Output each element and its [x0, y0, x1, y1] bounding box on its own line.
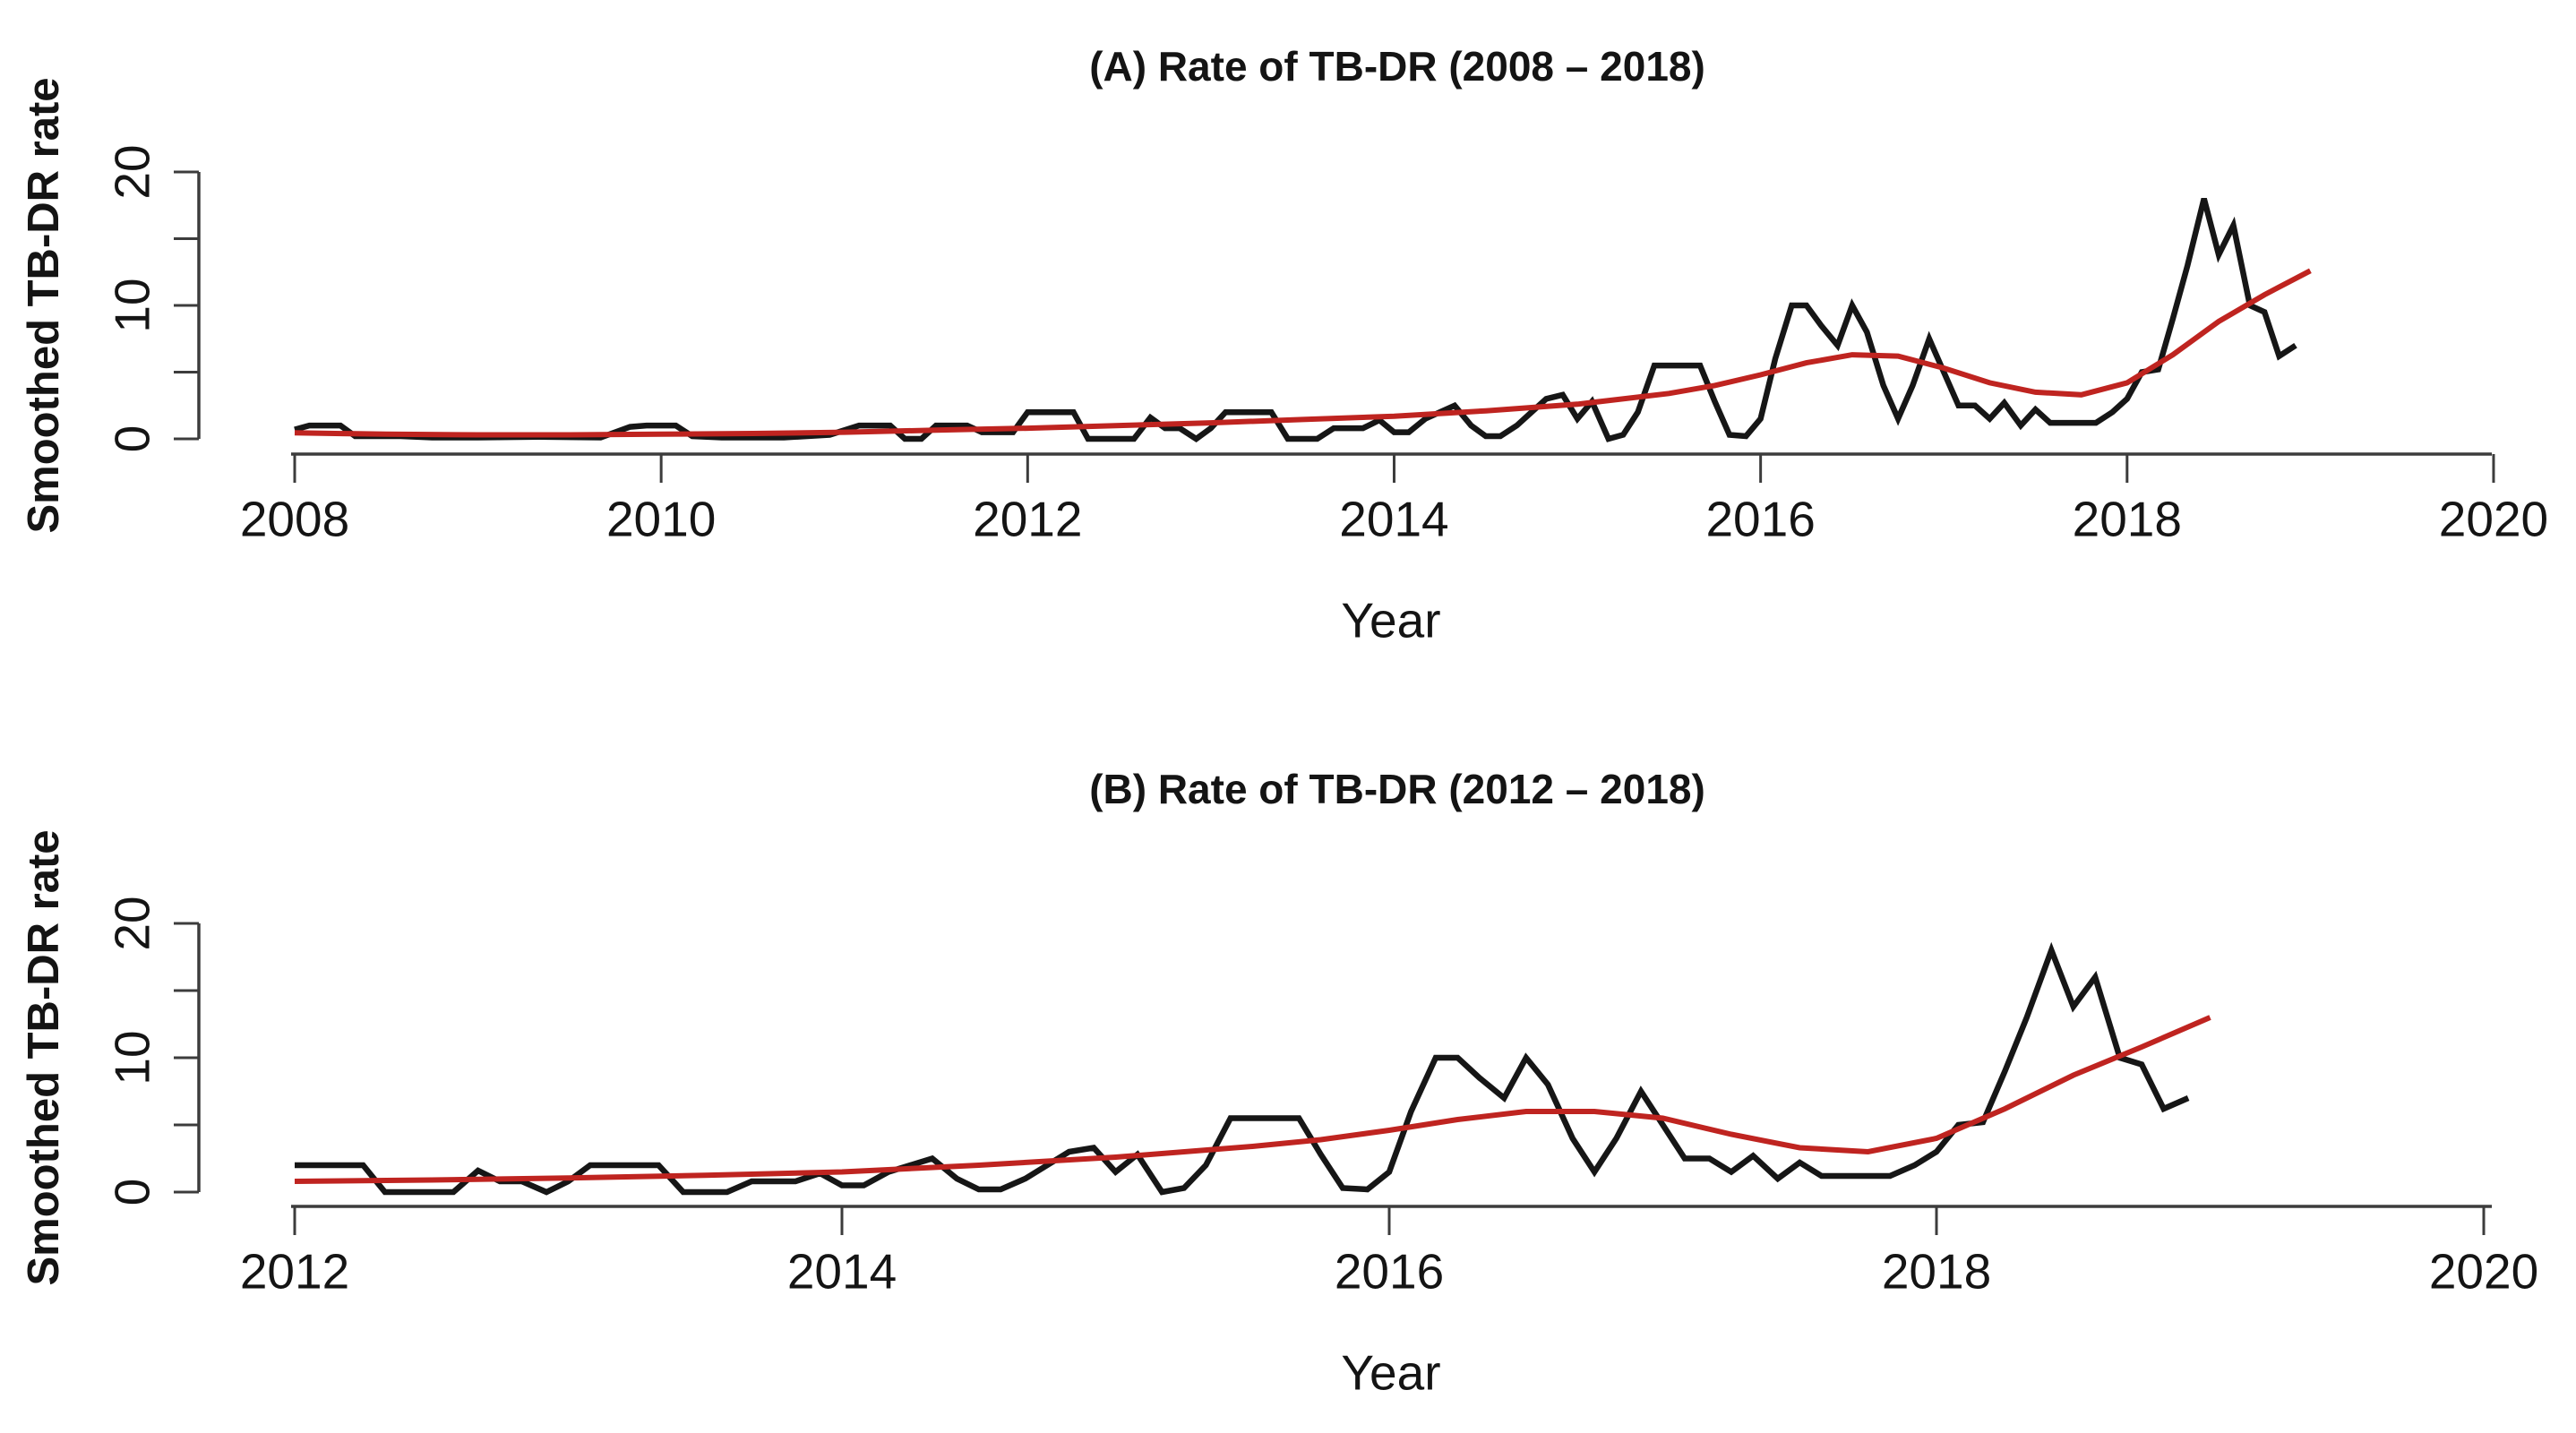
panel-a-series — [294, 197, 2312, 442]
x-tick-label: 2008 — [240, 492, 349, 547]
y-tick-label: 0 — [105, 425, 160, 453]
observed-line — [294, 197, 2297, 442]
panel-b-axes: 2012 2014 2016 2018 2020 0 10 20 — [105, 896, 2539, 1299]
panel-a-y-axis-label: Smoothed TB-DR rate — [20, 77, 68, 533]
panel-b-chart: (B) Rate of TB-DR (2012 – 2018) Smoothed… — [20, 766, 2539, 1401]
panel-a-title: (A) Rate of TB-DR (2008 – 2018) — [1089, 43, 1705, 90]
x-tick-label: 2016 — [1705, 492, 1815, 547]
y-tick-label: 20 — [105, 896, 160, 950]
y-tick-label: 20 — [105, 144, 160, 199]
panel-b-y-axis-label: Smoothed TB-DR rate — [20, 829, 68, 1285]
panel-a-axes: 2008 2010 2012 2014 2016 2018 2020 0 10 20 — [105, 144, 2549, 546]
y-tick-label: 10 — [105, 278, 160, 332]
panel-b-x-axis-label: Year — [1341, 1345, 1440, 1401]
x-tick-label: 2014 — [1339, 492, 1448, 547]
observed-line — [295, 941, 2190, 1196]
y-tick-label: 0 — [105, 1179, 160, 1206]
x-tick-label: 2014 — [787, 1244, 897, 1300]
smoothed-line — [294, 268, 2312, 438]
x-tick-label: 2020 — [2429, 1244, 2538, 1300]
y-tick-label: 10 — [105, 1030, 160, 1085]
panel-a-x-axis-label: Year — [1341, 593, 1440, 648]
x-tick-label: 2010 — [606, 492, 716, 547]
x-tick-label: 2012 — [240, 1244, 349, 1300]
panel-b-series — [294, 941, 2211, 1196]
smoothed-line — [294, 1015, 2211, 1184]
panel-a-chart: (A) Rate of TB-DR (2008 – 2018) Smoothed… — [20, 43, 2549, 648]
panel-b-title: (B) Rate of TB-DR (2012 – 2018) — [1089, 766, 1705, 812]
x-tick-label: 2018 — [2073, 492, 2182, 547]
x-tick-label: 2018 — [1882, 1244, 1991, 1300]
x-tick-label: 2020 — [2439, 492, 2548, 547]
x-tick-label: 2012 — [973, 492, 1082, 547]
x-tick-label: 2016 — [1335, 1244, 1444, 1300]
